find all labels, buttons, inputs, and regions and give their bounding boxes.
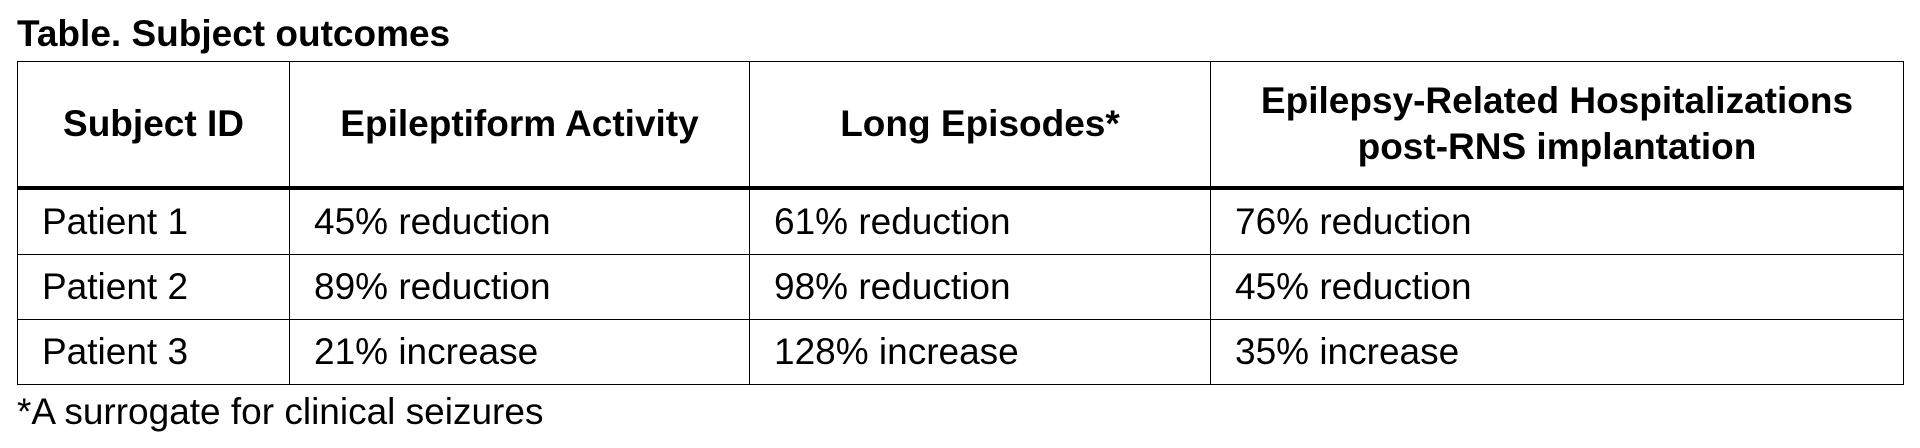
- cell: Patient 2: [17, 254, 290, 320]
- footnote: *A surrogate for clinical seizures: [17, 391, 544, 432]
- outcomes-table: Subject ID Epileptiform Activity Long Ep…: [17, 61, 1904, 385]
- cell: 89% reduction: [289, 254, 750, 320]
- cell: Patient 3: [17, 319, 290, 385]
- cell: 21% increase: [289, 319, 750, 385]
- cell: 76% reduction: [1210, 187, 1904, 255]
- cell: 61% reduction: [749, 187, 1211, 255]
- table-title: Table. Subject outcomes: [17, 13, 451, 54]
- header-cell: Subject ID: [17, 61, 290, 190]
- cell: 128% increase: [749, 319, 1211, 385]
- cell: Patient 1: [17, 187, 290, 255]
- row: Patient 3 21% increase 128% increase 35%…: [17, 319, 1904, 385]
- cell: 45% reduction: [289, 187, 750, 255]
- header-cell: Long Episodes*: [749, 61, 1211, 190]
- header-row: Subject ID Epileptiform Activity Long Ep…: [17, 61, 1904, 190]
- header-cell: Epileptiform Activity: [289, 61, 750, 190]
- row: Patient 1 45% reduction 61% reduction 76…: [17, 187, 1904, 255]
- cell: 45% reduction: [1210, 254, 1904, 320]
- header-cell: Epilepsy-Related Hospitalizations post-R…: [1210, 61, 1904, 190]
- row: Patient 2 89% reduction 98% reduction 45…: [17, 254, 1904, 320]
- cell: 35% increase: [1210, 319, 1904, 385]
- cell: 98% reduction: [749, 254, 1211, 320]
